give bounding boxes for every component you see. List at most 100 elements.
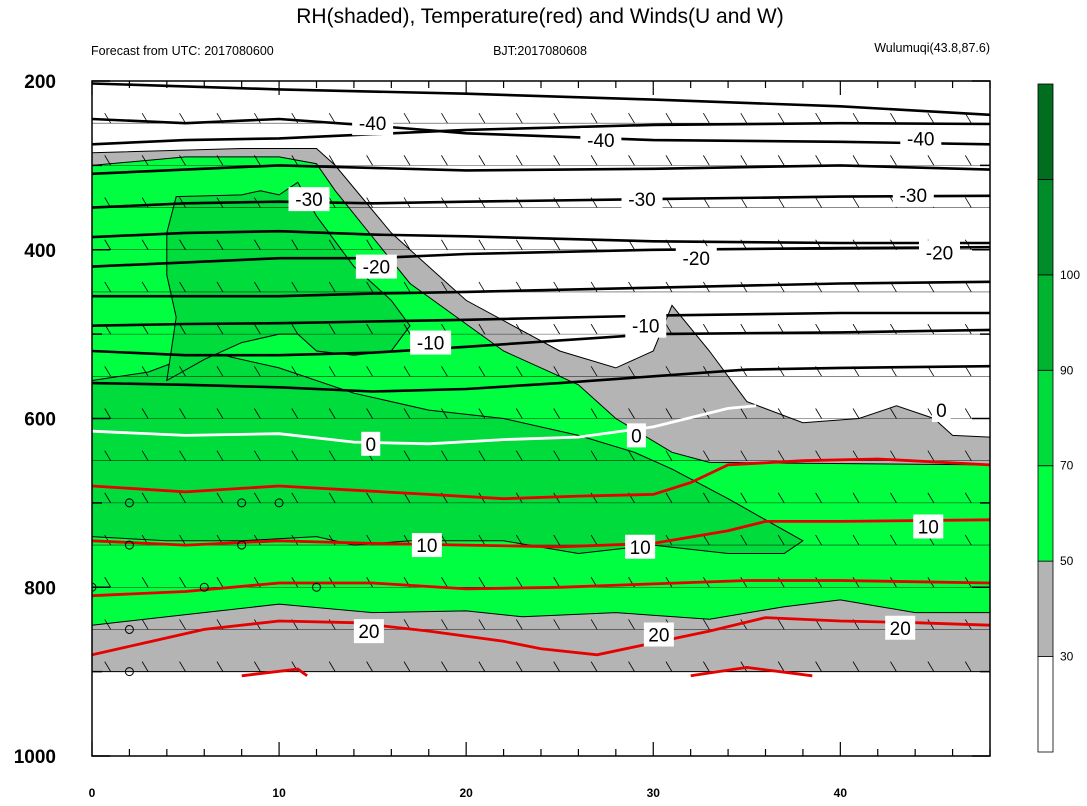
wind-barb <box>328 366 336 377</box>
wind-barb <box>628 408 635 419</box>
wind-barb <box>777 112 785 124</box>
wind-barb <box>104 281 112 293</box>
wind-barb <box>216 450 224 461</box>
station-label: Wulumuqi(43.8,87.6) <box>874 41 990 55</box>
x-tick-label: 20 <box>459 786 473 800</box>
wind-barb <box>216 408 224 419</box>
wind-barb <box>441 155 448 166</box>
wind-barb <box>890 492 897 504</box>
wind-barb <box>515 619 523 630</box>
wind-barb <box>254 239 261 250</box>
wind-barb <box>590 661 598 672</box>
wind-barb <box>964 408 972 419</box>
contour-label: 0 <box>365 435 376 456</box>
isotherm-red <box>92 579 990 598</box>
wind-barb <box>964 366 972 377</box>
wind-barb <box>254 112 261 124</box>
wind-barb <box>628 112 635 124</box>
wind-barb <box>964 281 972 293</box>
wind-barb <box>740 619 748 630</box>
y-tick-label: 200 <box>24 72 56 93</box>
wind-barb <box>104 577 112 588</box>
wind-barb <box>553 661 561 672</box>
wind-barb <box>254 661 261 672</box>
wind-barb <box>478 577 486 588</box>
wind-barb <box>254 366 261 377</box>
contour-label: 0 <box>631 426 642 447</box>
wind-barb <box>179 366 186 377</box>
calm-circle <box>274 498 284 508</box>
wind-barb <box>553 366 561 377</box>
wind-barb <box>852 408 860 419</box>
wind-barb <box>964 155 972 166</box>
calm-circle <box>199 582 209 592</box>
wind-barb <box>777 408 785 419</box>
contour-label: -40 <box>587 131 614 152</box>
wind-barb <box>852 534 860 546</box>
wind-barb <box>441 239 448 250</box>
contour-label-box <box>626 423 646 448</box>
wind-barb <box>141 239 149 250</box>
isotherm-black <box>92 229 990 245</box>
contour-label: -40 <box>359 114 386 135</box>
wind-barb <box>852 197 860 208</box>
colorbar-segment <box>1037 656 1054 753</box>
wind-barb <box>441 112 448 124</box>
colorbar-segment <box>1037 369 1054 467</box>
wind-barb <box>628 619 635 630</box>
wind-barb <box>703 112 710 124</box>
wind-barb <box>328 281 336 293</box>
contour-label-box <box>361 431 381 456</box>
wind-barb <box>703 155 710 166</box>
wind-barb <box>927 112 935 124</box>
wind-barb <box>179 534 186 546</box>
wind-barb <box>104 239 112 250</box>
wind-barb <box>628 661 635 672</box>
wind-barb <box>777 155 785 166</box>
x-axis: 0 10 20 30 40 <box>89 81 991 800</box>
wind-barb <box>478 450 486 461</box>
wind-barb <box>553 155 561 166</box>
wind-barb <box>890 408 897 419</box>
colorbar-segment <box>1037 560 1054 657</box>
wind-barb <box>665 408 673 419</box>
isotherm-black <box>92 121 990 146</box>
wind-barb <box>478 239 486 250</box>
wind-barb <box>964 661 972 672</box>
wind-barb <box>964 450 972 461</box>
wind-barb <box>890 112 897 124</box>
wind-barb <box>328 323 336 335</box>
wind-barb <box>515 661 523 672</box>
wind-barb <box>740 366 748 377</box>
wind-barb <box>403 281 411 293</box>
wind-barb <box>590 450 598 461</box>
wind-barb <box>328 239 336 250</box>
isotherm-black <box>92 82 990 117</box>
contour-label: 20 <box>358 622 379 643</box>
wind-barb <box>254 155 261 166</box>
forecast-label: Forecast from UTC: 2017080600 <box>91 44 274 58</box>
wind-barb <box>441 577 448 588</box>
wind-barb <box>740 112 748 124</box>
wind-barb <box>590 112 598 124</box>
wind-barb <box>815 112 822 124</box>
colorbar-segment <box>1037 179 1054 276</box>
colorbar-segment <box>1037 465 1054 562</box>
wind-barb <box>927 492 935 504</box>
wind-barb <box>179 492 186 504</box>
wind-barb <box>703 619 710 630</box>
wind-barb <box>777 492 785 504</box>
wind-barb <box>141 281 149 293</box>
wind-barb <box>815 534 822 546</box>
wind-barb <box>515 112 523 124</box>
calm-circle <box>124 540 134 550</box>
wind-barb <box>590 323 598 335</box>
wind-barb <box>403 408 411 419</box>
contour-label-box <box>892 182 934 207</box>
chart-title: RH(shaded), Temperature(red) and Winds(U… <box>296 5 783 28</box>
wind-barb <box>216 492 224 504</box>
wind-barb <box>179 661 186 672</box>
wind-barb <box>254 534 261 546</box>
calm-circle <box>312 582 321 592</box>
contour-label: -30 <box>295 190 322 211</box>
